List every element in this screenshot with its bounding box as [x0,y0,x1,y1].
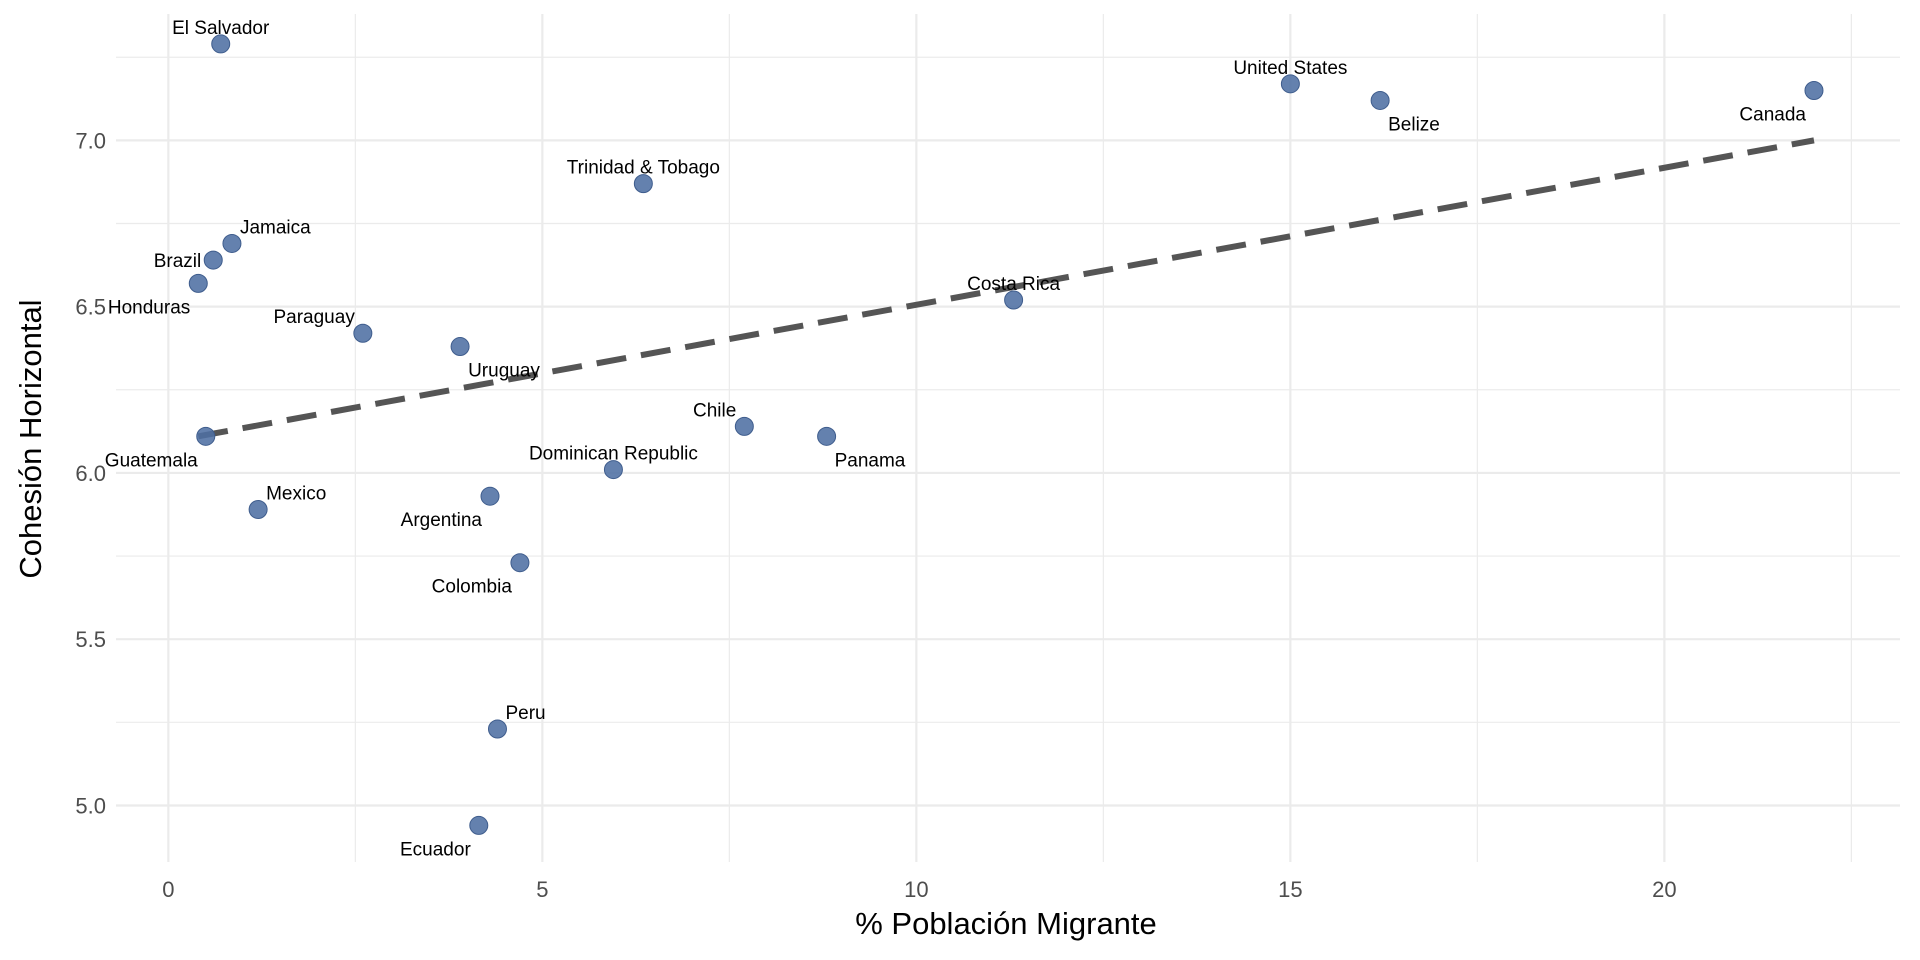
x-tick-label: 10 [904,877,928,902]
data-point [817,426,837,446]
data-point [603,460,623,480]
point-label: Mexico [266,483,326,504]
point-label: Honduras [108,297,190,318]
point-label: Belize [1388,114,1440,135]
point-label: Chile [693,400,736,421]
data-point [1004,290,1024,310]
x-tick-label: 15 [1278,877,1302,902]
y-tick-label: 6.0 [75,461,106,486]
point-label: Paraguay [273,307,355,328]
data-point [203,250,223,270]
point-label: Guatemala [105,450,198,471]
data-point [734,416,754,436]
point-label: Costa Rica [967,274,1060,295]
x-tick-label: 5 [536,877,548,902]
data-point [469,815,489,835]
data-point [450,337,470,357]
data-point [211,34,231,54]
y-axis-title: Cohesión Horizontal [13,299,48,578]
data-point [1804,80,1824,100]
data-point [1280,74,1300,94]
y-tick-label: 5.0 [75,793,106,818]
point-label: Brazil [154,251,202,272]
point-label: Ecuador [400,839,471,860]
point-label: United States [1233,58,1347,79]
point-label: Jamaica [240,217,311,238]
data-point [353,323,373,343]
y-tick-label: 6.5 [75,295,106,320]
point-label: Panama [835,450,906,471]
point-labels: El Salvador United States Belize Canada Trin… [105,18,1807,860]
point-label: Colombia [432,577,513,598]
data-point [248,499,268,519]
point-label: Uruguay [468,361,540,382]
y-tick-label: 5.5 [75,627,106,652]
x-tick-label: 0 [162,877,174,902]
point-label: Argentina [401,510,483,531]
data-point [510,553,530,573]
point-label: Peru [505,703,545,724]
data-point [188,273,208,293]
data-points [188,34,1824,835]
data-point [196,426,216,446]
data-point [480,486,500,506]
data-point [633,174,653,194]
tick-labels: 0 5 10 15 20 5.0 5.5 6.0 6.5 7.0 [75,128,1676,902]
x-axis-title: % Población Migrante [855,906,1157,941]
point-label: Dominican Republic [529,444,698,465]
grid [116,14,1900,862]
y-tick-label: 7.0 [75,128,106,153]
data-point [1370,90,1390,110]
point-label: Canada [1739,104,1806,125]
x-tick-label: 20 [1652,877,1676,902]
data-point [222,233,242,253]
point-label: Trinidad & Tobago [567,158,720,179]
trend-line-group [197,137,1815,440]
trend-line [197,137,1815,440]
data-point [487,719,507,739]
point-label: El Salvador [172,18,270,39]
